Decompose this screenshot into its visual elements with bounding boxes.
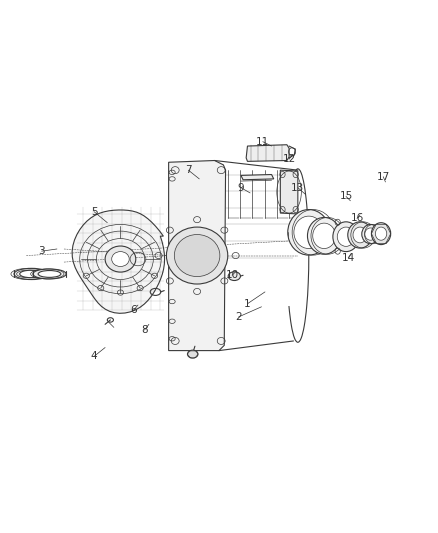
Ellipse shape	[371, 223, 391, 245]
Ellipse shape	[166, 227, 228, 284]
Text: 13: 13	[291, 183, 304, 192]
Text: 5: 5	[91, 207, 98, 217]
Text: 4: 4	[91, 351, 98, 361]
Ellipse shape	[375, 227, 387, 240]
Text: 10: 10	[226, 270, 239, 280]
Text: 8: 8	[141, 325, 148, 335]
Text: 11: 11	[256, 136, 269, 147]
Ellipse shape	[288, 209, 330, 255]
Ellipse shape	[38, 271, 61, 277]
Text: 16: 16	[350, 213, 364, 223]
Polygon shape	[280, 170, 298, 214]
Text: 7: 7	[185, 165, 192, 175]
Ellipse shape	[333, 222, 359, 252]
Polygon shape	[72, 210, 165, 313]
Ellipse shape	[365, 228, 376, 240]
Ellipse shape	[337, 227, 355, 246]
Text: 2: 2	[235, 312, 242, 322]
Polygon shape	[246, 145, 289, 161]
Text: 3: 3	[38, 246, 45, 256]
Ellipse shape	[313, 223, 336, 248]
Text: 9: 9	[237, 183, 244, 192]
Polygon shape	[169, 160, 226, 351]
Ellipse shape	[348, 222, 372, 248]
Text: 1: 1	[244, 298, 251, 309]
Ellipse shape	[33, 269, 66, 279]
Polygon shape	[241, 174, 274, 180]
Ellipse shape	[353, 227, 367, 243]
Ellipse shape	[362, 224, 379, 244]
Ellipse shape	[105, 246, 136, 272]
Ellipse shape	[174, 235, 220, 277]
Ellipse shape	[20, 270, 43, 278]
Ellipse shape	[228, 272, 240, 280]
Ellipse shape	[307, 217, 341, 254]
Text: 14: 14	[342, 253, 355, 263]
Ellipse shape	[14, 268, 49, 279]
Text: 15: 15	[339, 191, 353, 201]
Ellipse shape	[294, 216, 324, 248]
Ellipse shape	[112, 252, 129, 266]
Text: 12: 12	[283, 154, 296, 164]
Ellipse shape	[187, 350, 198, 358]
Text: 17: 17	[377, 172, 390, 182]
Text: 6: 6	[130, 305, 137, 316]
